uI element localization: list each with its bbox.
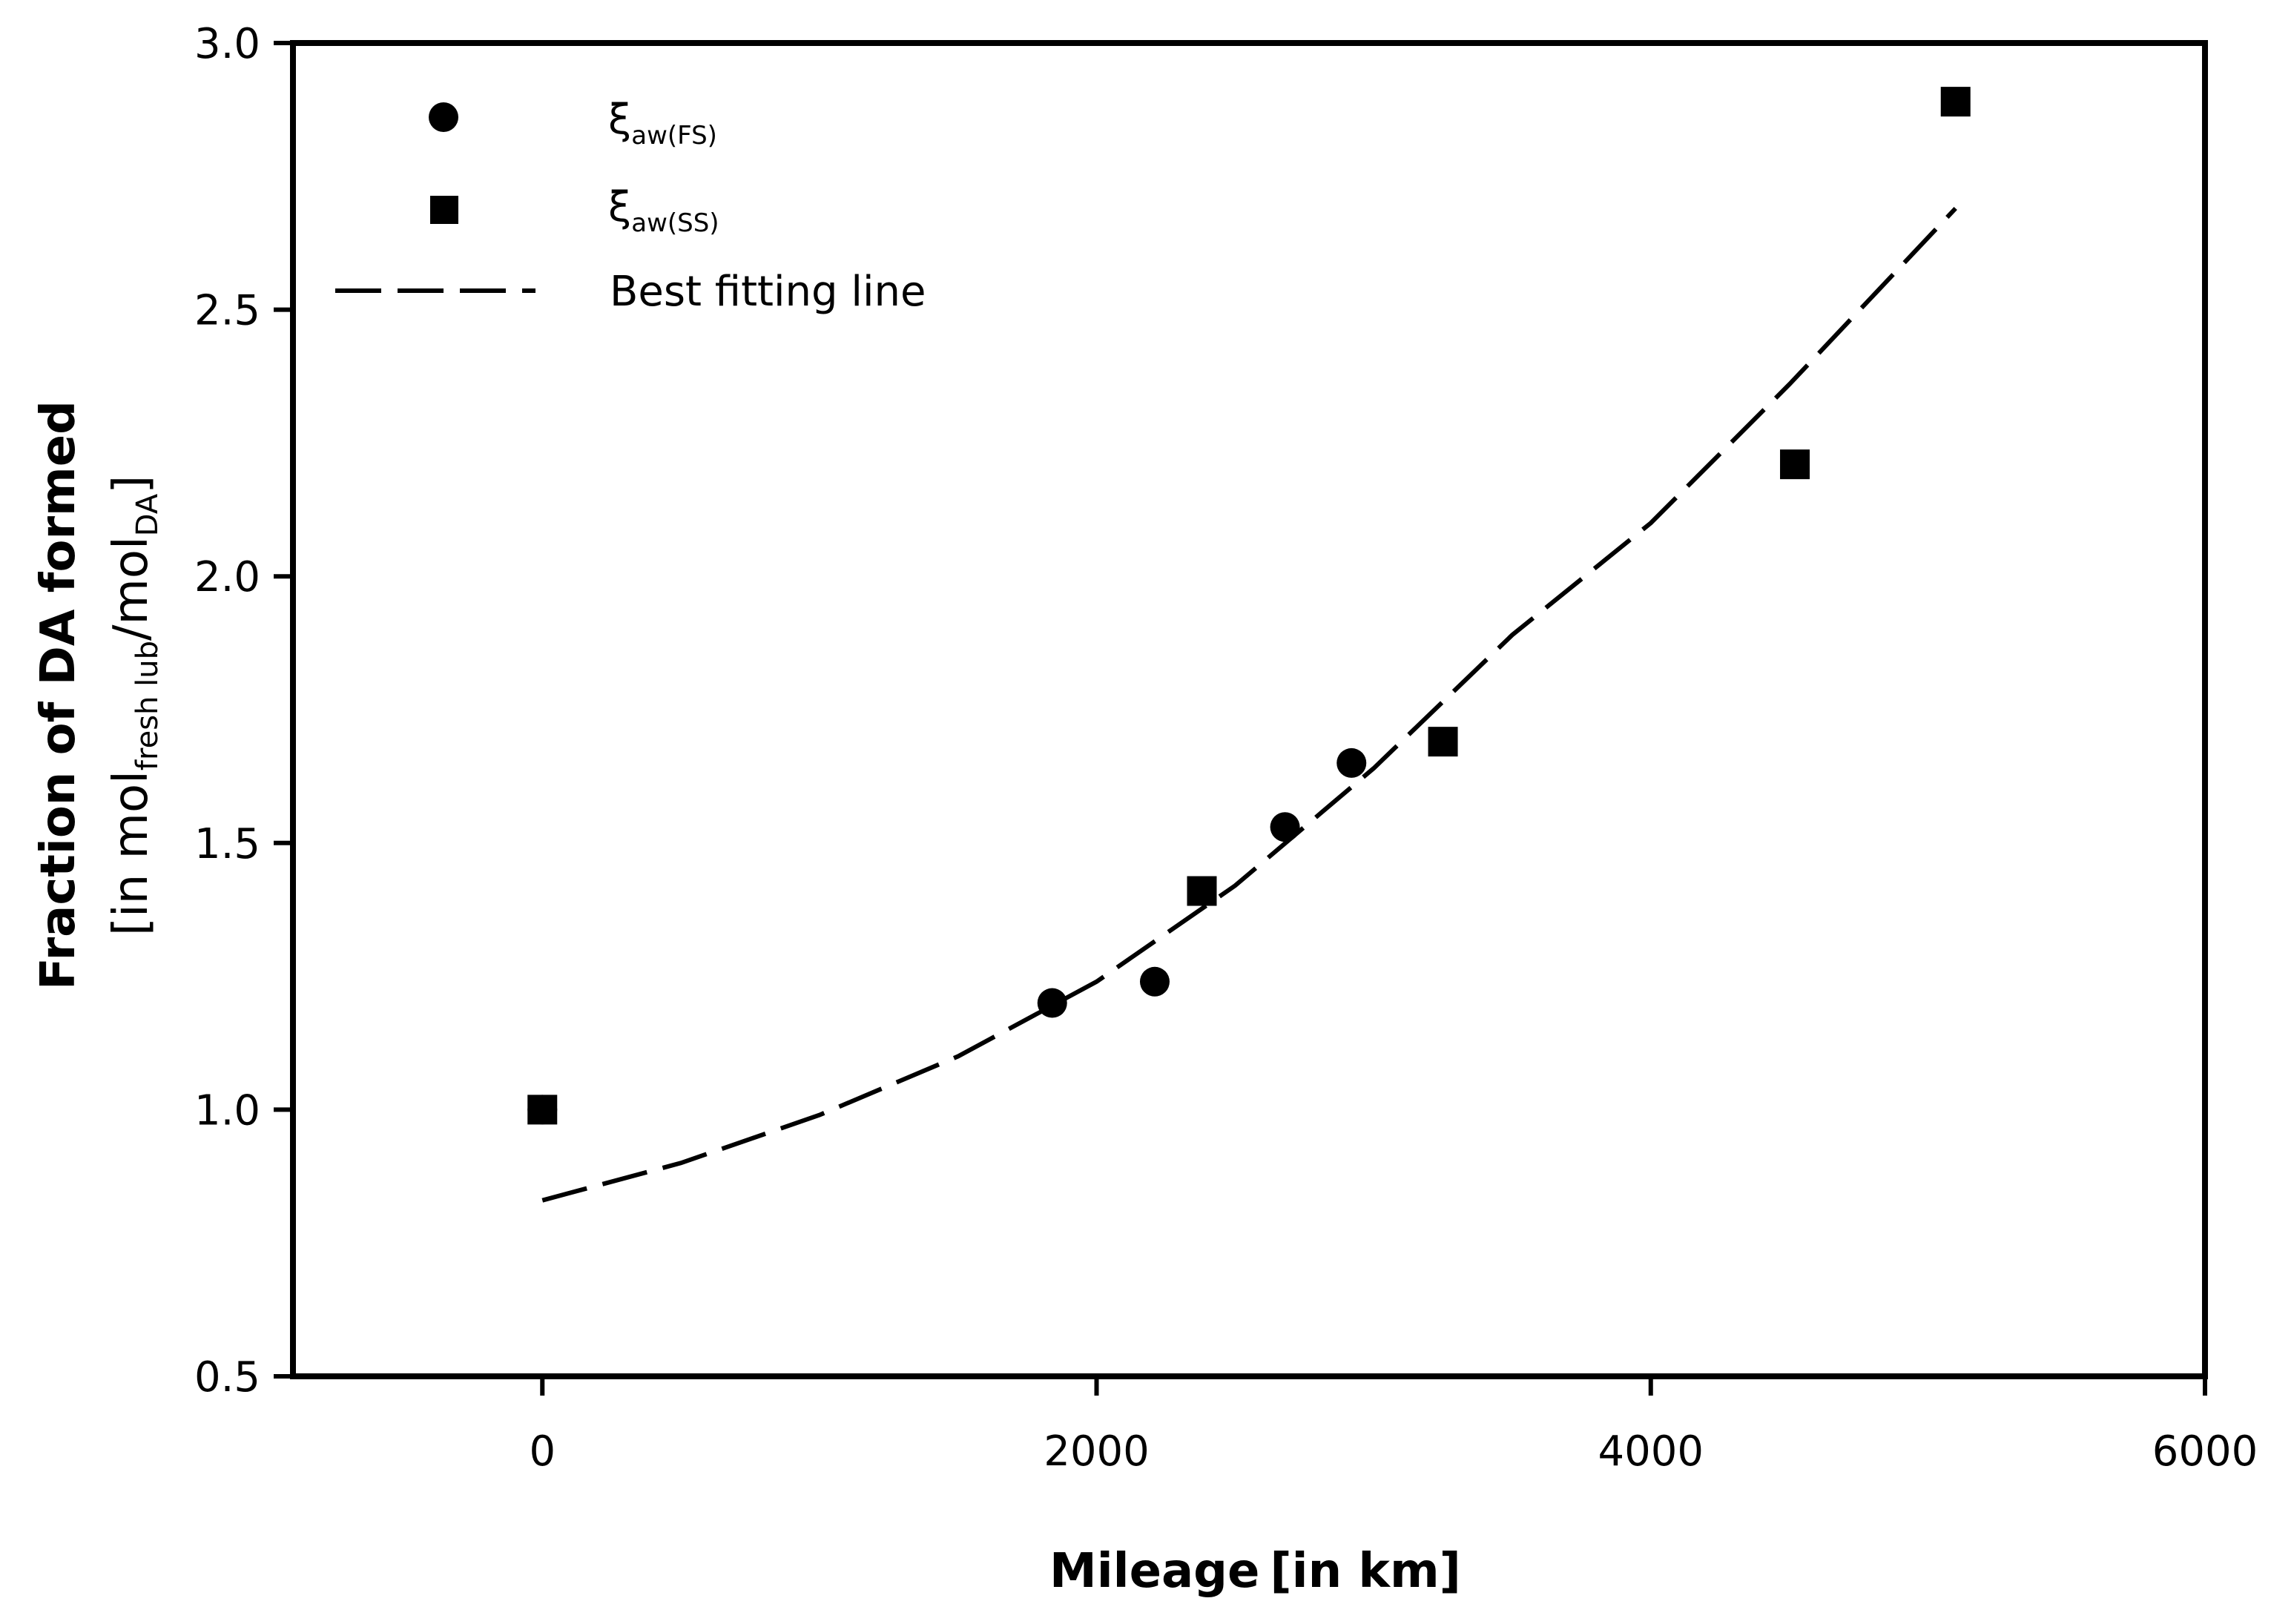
legend-marker-circle	[429, 102, 458, 132]
x-tick-label: 0	[529, 1427, 556, 1476]
y-axis-unit-part-2: fresh lub	[131, 641, 165, 770]
y-axis-unit-part-1: [in mol	[104, 770, 159, 936]
plot-marks	[527, 87, 1971, 1203]
x-axis-title-unit: [in km]	[1270, 1544, 1461, 1599]
y-axis-title-unit: [in molfresh lub/molDA]	[104, 475, 165, 936]
data-point-ss	[527, 1095, 558, 1125]
y-tick-label: 0.5	[194, 1353, 260, 1402]
y-tick-label: 3.0	[194, 20, 260, 68]
data-point-ss	[1428, 727, 1458, 757]
best-fit-line	[541, 206, 1957, 1203]
legend-label-fs-sub: aw(FS)	[631, 121, 717, 151]
y-axis-unit-part-4: DA	[131, 493, 165, 536]
legend-label-fit: Best fitting line	[610, 268, 926, 316]
data-point-fs	[1139, 966, 1170, 997]
data-point-ss	[1940, 87, 1971, 117]
y-tick-label: 2.5	[194, 287, 260, 335]
legend-label-fs: ξaw(FS)	[608, 96, 717, 151]
y-tick-label: 1.5	[194, 820, 260, 868]
x-tick-label: 4000	[1598, 1427, 1704, 1476]
data-point-ss	[1780, 449, 1810, 480]
axis-ticks: 0 2000 4000 6000 0.5 1.0 1.5 2.0 2.5 3.0	[194, 20, 2258, 1476]
legend-label-fs-main: ξ	[608, 96, 631, 144]
legend-marker-square	[430, 196, 458, 224]
legend: ξaw(FS) ξaw(SS) Best fitting line	[335, 96, 926, 316]
x-axis-title: Mileage [in km]	[1049, 1544, 1461, 1599]
y-axis-unit-part-5: ]	[104, 475, 159, 494]
data-point-fs	[1037, 988, 1067, 1018]
plot-frame	[290, 40, 2208, 1379]
x-axis-title-bold: Mileage	[1049, 1544, 1259, 1599]
x-tick-label: 2000	[1044, 1427, 1150, 1476]
data-point-fs	[1336, 747, 1367, 778]
data-point-fs	[1270, 812, 1300, 842]
legend-label-ss-sub: aw(SS)	[631, 208, 719, 238]
legend-label-ss-main: ξ	[608, 183, 631, 231]
legend-label-ss: ξaw(SS)	[608, 183, 719, 238]
y-axis-title-main: Fraction of DA formed	[31, 400, 86, 990]
x-tick-label: 6000	[2152, 1427, 2258, 1476]
y-tick-label: 2.0	[194, 553, 260, 601]
y-tick-label: 1.0	[194, 1086, 260, 1135]
data-point-ss	[1187, 876, 1217, 906]
y-axis-unit-part-3: /mol	[104, 536, 159, 641]
